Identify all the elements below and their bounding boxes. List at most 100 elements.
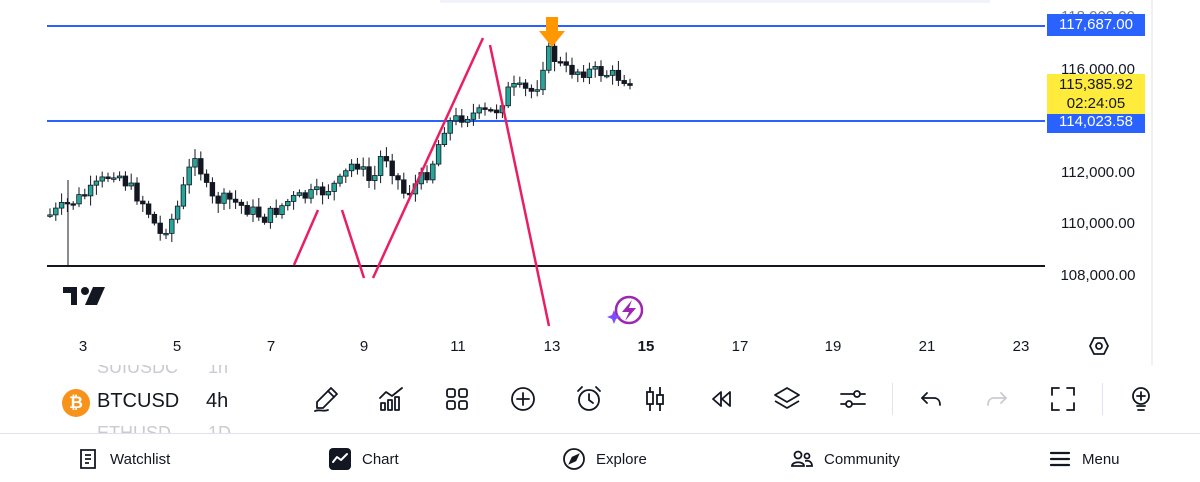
support-price-tag: 114,023.58 xyxy=(1047,111,1145,133)
chart-area[interactable]: 118,000.00 116,000.00 112,000.00 110,000… xyxy=(0,0,1200,365)
candle-body xyxy=(522,82,529,89)
layers-icon[interactable] xyxy=(770,382,804,416)
candle-body xyxy=(505,86,511,107)
templates-grid-icon[interactable] xyxy=(440,382,474,416)
candle-body xyxy=(447,120,453,134)
candle-body xyxy=(464,118,471,123)
fullscreen-icon[interactable] xyxy=(1046,382,1080,416)
alert-clock-icon[interactable] xyxy=(572,382,606,416)
nav-chart-label: Chart xyxy=(362,450,399,468)
candle-body xyxy=(453,115,459,122)
nav-watchlist-label: Watchlist xyxy=(110,450,171,468)
candle-body xyxy=(575,71,581,75)
candle-body xyxy=(128,182,134,187)
candle-body xyxy=(534,89,540,92)
settings-hexagon-icon[interactable] xyxy=(1088,337,1110,355)
candle-body xyxy=(93,180,100,186)
candle-body xyxy=(47,214,53,217)
candle-body xyxy=(163,232,169,236)
ghost-symbol-above: SUIUSDC xyxy=(97,365,179,377)
candle-body xyxy=(227,192,233,200)
candle-body xyxy=(551,45,558,62)
symbol-name[interactable]: BTCUSD xyxy=(97,390,180,412)
candle-body xyxy=(488,109,494,112)
price-chart[interactable] xyxy=(0,0,1200,365)
trend-line-4[interactable] xyxy=(488,44,551,327)
candle-body xyxy=(377,156,384,176)
toolbar-divider xyxy=(1102,383,1103,415)
candle-body xyxy=(215,195,221,204)
community-icon xyxy=(791,450,813,467)
trend-line-3[interactable] xyxy=(371,37,485,279)
candle-body xyxy=(186,166,192,186)
candle-body xyxy=(348,163,355,172)
candle-body xyxy=(482,107,488,110)
candle-body xyxy=(319,186,326,196)
candle-body xyxy=(354,163,361,170)
candle-body xyxy=(134,182,140,202)
candle-body xyxy=(111,177,117,180)
current-price: 115,385.92 xyxy=(1059,76,1133,93)
compass-icon xyxy=(563,448,585,470)
chart-icon xyxy=(329,448,351,470)
undo-icon[interactable] xyxy=(914,382,948,416)
time-axis-label: 11 xyxy=(450,338,466,355)
redo-icon[interactable] xyxy=(980,382,1014,416)
add-plus-icon[interactable] xyxy=(506,382,540,416)
candle-body xyxy=(331,182,337,192)
time-axis-label: 19 xyxy=(824,338,842,355)
nav-community-label: Community xyxy=(824,450,900,468)
candle-body xyxy=(580,71,587,78)
candle-body xyxy=(621,80,627,84)
replay-icon[interactable] xyxy=(704,382,738,416)
candle-body xyxy=(383,156,390,162)
candle-body xyxy=(325,191,332,196)
ideas-bulb-icon[interactable] xyxy=(1124,382,1158,416)
symbol-selector[interactable]: SUIUSDC 1h ₿ BTCUSD 4h ETHUSD 1D xyxy=(62,365,252,433)
candle-body xyxy=(615,69,622,81)
candle-body xyxy=(145,203,152,215)
settings-sliders-icon[interactable] xyxy=(836,382,870,416)
nav-menu[interactable]: Menu xyxy=(1048,446,1120,472)
candle-body xyxy=(122,175,129,187)
candle-body xyxy=(372,175,378,181)
bottom-navigation: Watchlist Chart Explore Community Menu xyxy=(0,433,1200,482)
candle-body xyxy=(366,166,372,181)
candle-body xyxy=(586,68,593,78)
candle-body xyxy=(279,205,285,215)
nav-community[interactable]: Community xyxy=(790,446,900,472)
candle-body xyxy=(76,194,82,205)
candle-body xyxy=(267,207,274,223)
drawing-pen-icon[interactable] xyxy=(309,382,343,416)
candle-type-icon[interactable] xyxy=(638,382,672,416)
nav-explore[interactable]: Explore xyxy=(562,446,647,472)
nav-chart[interactable]: Chart xyxy=(328,446,399,472)
candle-body xyxy=(87,184,94,197)
trend-line-2[interactable] xyxy=(340,209,366,279)
candle-body xyxy=(256,206,262,218)
candle-body xyxy=(598,66,604,77)
lightning-sparkle-icon[interactable] xyxy=(607,295,644,325)
candle-body xyxy=(337,175,343,184)
candle-body xyxy=(540,69,546,91)
candle-body xyxy=(82,194,88,197)
candle-body xyxy=(285,201,291,207)
price-axis-label: 110,000.00 xyxy=(1061,215,1135,232)
nav-menu-label: Menu xyxy=(1082,450,1120,468)
candle-body xyxy=(169,218,175,234)
nav-explore-label: Explore xyxy=(596,450,647,468)
candle-body xyxy=(435,144,442,165)
candle-body xyxy=(389,160,395,177)
nav-watchlist[interactable]: Watchlist xyxy=(76,446,170,472)
interval-selector[interactable]: 4h xyxy=(206,390,229,412)
candle-body xyxy=(238,201,245,206)
chart-toolbar: SUIUSDC 1h ₿ BTCUSD 4h ETHUSD 1D xyxy=(0,365,1200,433)
trend-lines[interactable] xyxy=(292,37,551,327)
indicators-icon[interactable] xyxy=(374,382,408,416)
candle-body xyxy=(470,112,477,120)
candle-body xyxy=(314,186,320,191)
trend-line-1[interactable] xyxy=(292,209,320,266)
hamburger-menu-icon xyxy=(1049,451,1071,467)
candle-body xyxy=(302,192,308,199)
candle-body xyxy=(424,172,430,181)
